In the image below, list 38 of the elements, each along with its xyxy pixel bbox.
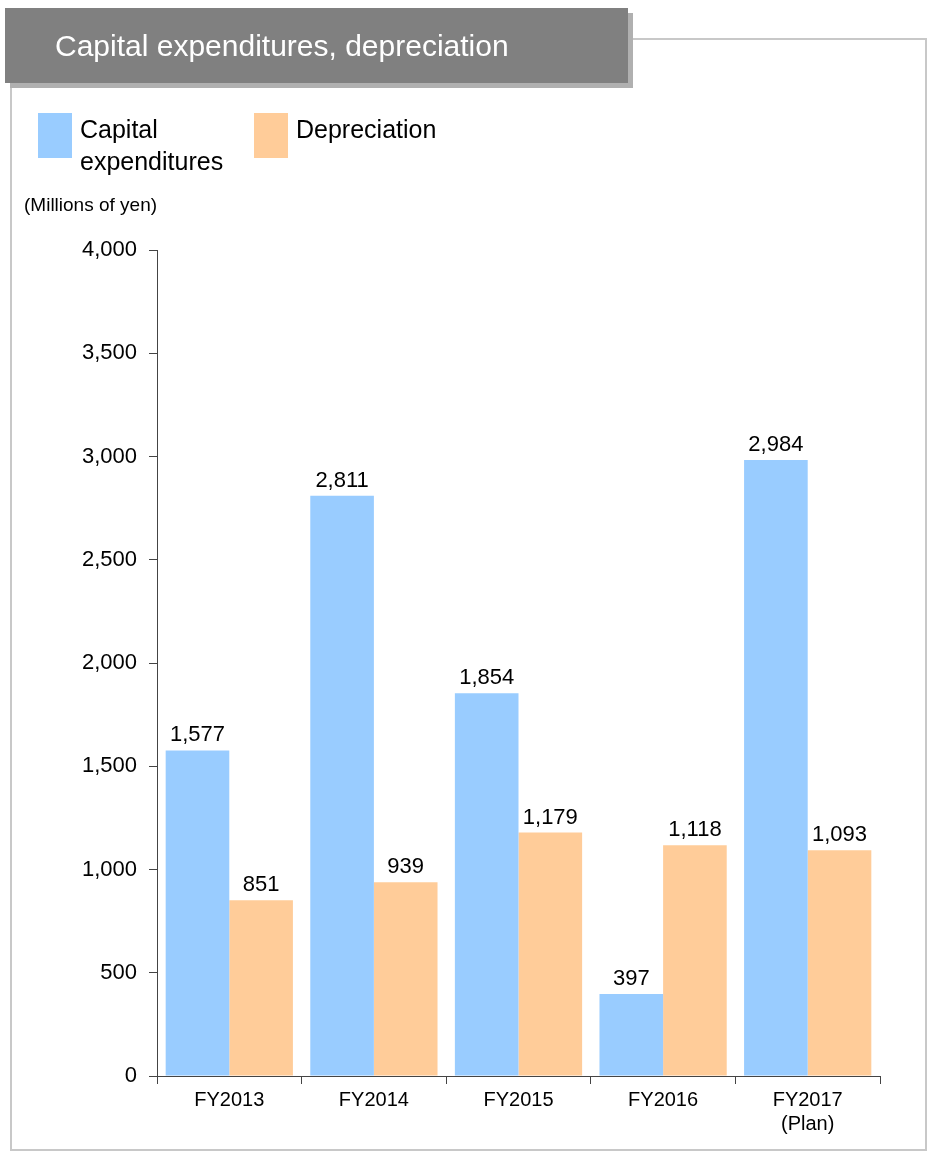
data-label: 1,854 (459, 664, 515, 690)
y-tick-label: 500 (100, 958, 137, 984)
data-label: 1,118 (668, 816, 722, 842)
x-tick-label: FY2015 (483, 1087, 554, 1110)
bar (165, 750, 230, 1076)
data-label: 939 (387, 853, 425, 879)
bar (599, 994, 664, 1076)
bar (807, 850, 872, 1076)
bar (663, 845, 727, 1076)
y-tick-label: 3,000 (81, 442, 137, 468)
data-label: 1,093 (811, 821, 868, 847)
chart-title: Capital expenditures, depreciation (5, 8, 628, 83)
bar (518, 832, 583, 1076)
y-tick-label: 1,500 (81, 752, 137, 778)
y-axis-title: (Millions of yen) (24, 194, 158, 216)
data-label: 1,577 (169, 721, 226, 747)
x-tick-label: FY2013 (194, 1087, 265, 1110)
x-tick-label: FY2014 (338, 1087, 409, 1110)
data-label: 2,811 (315, 466, 369, 492)
data-label: 851 (242, 871, 280, 897)
y-tick-label: 4,000 (81, 236, 137, 262)
data-label: 1,179 (522, 803, 578, 829)
legend-label: Capital expenditures (80, 114, 225, 177)
y-tick-label: 3,500 (81, 339, 137, 365)
y-tick-label: 1,000 (81, 855, 137, 881)
bar (744, 459, 808, 1076)
data-label: 397 (612, 965, 650, 991)
bar (454, 693, 519, 1076)
y-tick-label: 2,000 (81, 649, 137, 675)
x-tick-label: FY2017 (Plan) (772, 1087, 843, 1134)
x-tick-label: FY2016 (628, 1087, 699, 1110)
bar (229, 900, 293, 1076)
legend-label: Depreciation (296, 114, 437, 145)
bar (373, 882, 438, 1076)
data-label: 2,984 (748, 431, 804, 457)
y-tick-label: 2,500 (81, 545, 137, 571)
y-tick-label: 0 (124, 1062, 137, 1088)
bar (310, 495, 374, 1076)
